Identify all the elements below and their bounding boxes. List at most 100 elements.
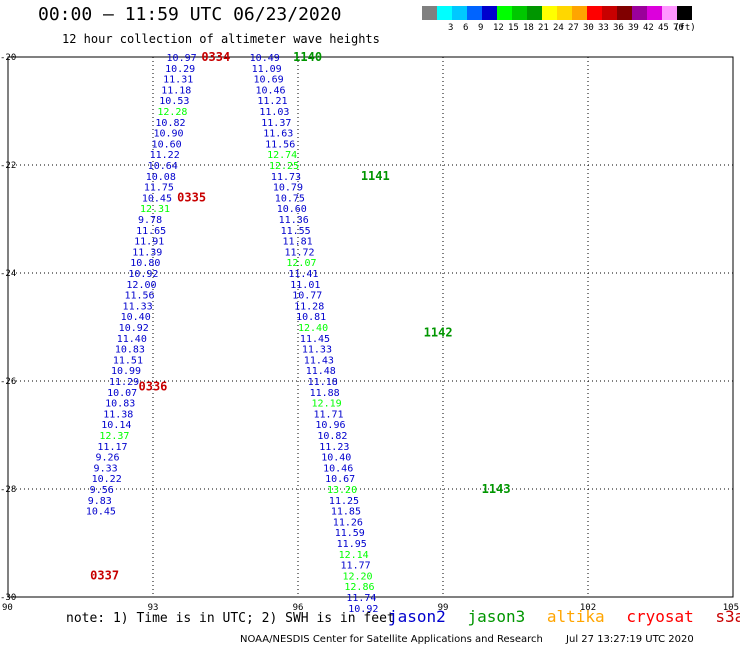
wave-height-value: 11.63 [263, 129, 293, 140]
wave-height-value: 11.91 [134, 237, 164, 248]
wave-height-value: 10.67 [325, 474, 355, 485]
colorbar-swatch [467, 6, 482, 20]
wave-height-value: 12.28 [157, 107, 187, 118]
lat-tick-label: -28 [0, 485, 16, 495]
wave-height-value: 11.43 [304, 355, 334, 366]
wave-height-value: 9.56 [90, 485, 114, 496]
colorbar-tick-label: 3 [448, 23, 454, 33]
wave-height-value: 11.39 [132, 247, 162, 258]
wave-height-value: 12.37 [99, 431, 129, 442]
colorbar-tick-label: 12 [493, 23, 504, 33]
colorbar-swatch [542, 6, 557, 20]
wave-height-value: 10.45 [86, 507, 116, 518]
page-title: 00:00 – 11:59 UTC 06/23/2020 [38, 4, 342, 25]
lon-tick-label: 93 [148, 603, 159, 613]
lat-tick-label: -22 [0, 161, 16, 171]
wave-height-value: 11.74 [346, 593, 376, 604]
lon-tick-label: 105 [723, 603, 739, 613]
colorbar-tick-label: 6 [463, 23, 469, 33]
wave-height-value: 11.17 [97, 442, 127, 453]
page-subtitle: 12 hour collection of altimeter wave hei… [62, 32, 380, 46]
wave-height-value: 11.03 [259, 107, 289, 118]
wave-height-value: 11.09 [252, 64, 282, 75]
wave-height-value: 11.29 [109, 377, 139, 388]
wave-height-value: 10.82 [155, 118, 185, 129]
colorbar-swatch [602, 6, 617, 20]
wave-height-value: 11.48 [306, 366, 336, 377]
wave-height-value: 11.95 [337, 539, 367, 550]
wave-height-value: 12.19 [312, 399, 342, 410]
colorbar-tick-label: 30 [583, 23, 594, 33]
lat-tick-label: -26 [0, 377, 16, 387]
wave-height-value: 10.22 [92, 474, 122, 485]
wave-height-value: 12.07 [286, 258, 316, 269]
pass-time-label: 1143 [482, 482, 511, 496]
lat-tick-label: -24 [0, 269, 16, 279]
colorbar-swatch [422, 6, 437, 20]
wave-height-value: 11.65 [136, 226, 166, 237]
colorbar-swatch [437, 6, 452, 20]
wave-height-value: 10.46 [255, 85, 285, 96]
wave-height-value: 11.22 [150, 150, 180, 161]
wave-height-value: 11.01 [290, 280, 320, 291]
colorbar-tick-label: 39 [628, 23, 639, 33]
wave-height-value: 11.33 [123, 301, 153, 312]
colorbar-tick-label: 33 [598, 23, 609, 33]
wave-height-value: 11.26 [333, 517, 363, 528]
wave-height-value: 11.56 [124, 291, 154, 302]
wave-height-value: 10.97 [167, 53, 197, 64]
wave-height-value: 12.74 [267, 150, 297, 161]
wave-height-value: 11.18 [161, 85, 191, 96]
wave-height-value: 11.18 [308, 377, 338, 388]
pass-time-label: 0334 [201, 50, 230, 64]
pass-time-label: 0336 [139, 379, 168, 393]
wave-height-value: 11.88 [310, 388, 340, 399]
wave-height-value: 11.31 [163, 75, 193, 86]
wave-height-value: 11.55 [281, 226, 311, 237]
colorbar-tick-label: 36 [613, 23, 624, 33]
colorbar-tick-label: 21 [538, 23, 549, 33]
legend-s3a: s3a [715, 607, 740, 626]
wave-height-value: 10.40 [121, 312, 151, 323]
wave-height-value: 9.78 [138, 215, 162, 226]
wave-height-value: 13.20 [327, 485, 357, 496]
wave-height-value: 11.36 [279, 215, 309, 226]
wave-height-value: 11.23 [319, 442, 349, 453]
wave-height-value: 10.83 [115, 345, 145, 356]
colorbar-swatch [587, 6, 602, 20]
colorbar-swatch [647, 6, 662, 20]
legend-cryosat: cryosat [626, 607, 694, 626]
wave-height-value: 11.56 [265, 139, 295, 150]
wave-height-value: 11.81 [283, 237, 313, 248]
pass-time-label: 1142 [424, 325, 453, 339]
wave-height-value: 11.73 [271, 172, 301, 183]
credit-line: NOAA/NESDIS Center for Satellite Applica… [240, 634, 694, 645]
wave-height-value: 11.72 [284, 247, 314, 258]
wave-height-value: 11.59 [335, 528, 365, 539]
wave-height-value: 10.77 [292, 291, 322, 302]
wave-height-value: 10.75 [275, 193, 305, 204]
colorbar-tick-label: 24 [553, 23, 564, 33]
wave-height-value: 10.96 [315, 420, 345, 431]
wave-height-value: 12.86 [344, 582, 374, 593]
wave-height-value: 10.82 [317, 431, 347, 442]
wave-height-value: 11.71 [313, 409, 343, 420]
pass-time-label: 0337 [90, 568, 119, 582]
wave-height-value: 11.37 [261, 118, 291, 129]
wave-height-value: 10.29 [165, 64, 195, 75]
wave-height-value: 10.92 [119, 323, 149, 334]
wave-height-value: 10.83 [105, 399, 135, 410]
wave-height-value: 10.07 [107, 388, 137, 399]
colorbar-swatch [557, 6, 572, 20]
colorbar-swatch [512, 6, 527, 20]
wave-height-value: 11.51 [113, 355, 143, 366]
lat-tick-label: -30 [0, 593, 16, 603]
wave-height-value: 11.75 [144, 183, 174, 194]
lon-tick-label: 90 [2, 603, 13, 613]
colorbar-swatch [662, 6, 677, 20]
wave-height-value: 10.49 [250, 53, 280, 64]
colorbar-swatch [677, 6, 692, 20]
lat-tick-label: -20 [0, 53, 16, 63]
wave-height-value: 11.41 [288, 269, 318, 280]
